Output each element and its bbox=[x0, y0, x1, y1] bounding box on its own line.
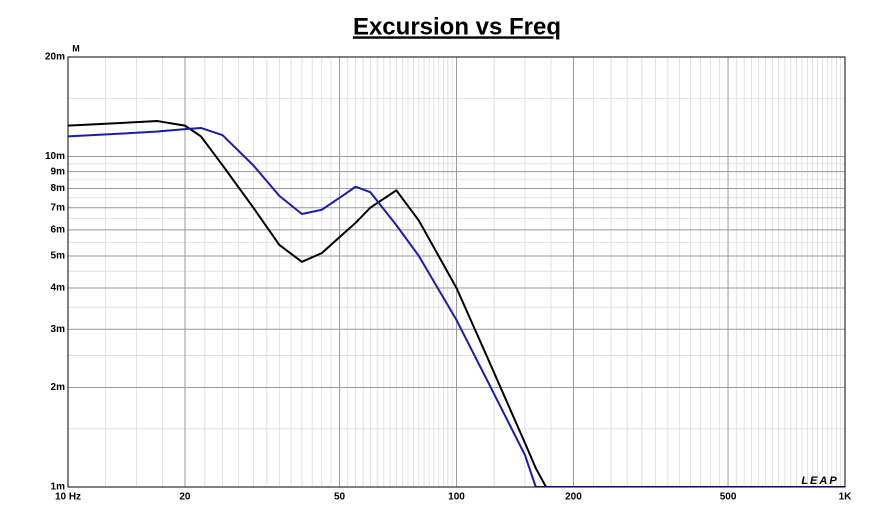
y-tick-label: 1m bbox=[51, 482, 66, 493]
x-tick-label: 10 Hz bbox=[55, 492, 81, 503]
y-tick-label: 20m bbox=[45, 52, 65, 63]
y-tick-label: 8m bbox=[51, 183, 66, 194]
y-axis-unit: M bbox=[72, 43, 80, 53]
plot-frame bbox=[67, 56, 846, 488]
y-tick-label: 7m bbox=[51, 202, 66, 213]
series-line bbox=[68, 120, 845, 487]
y-tick-label: 6m bbox=[51, 224, 66, 235]
plot-area bbox=[68, 120, 845, 487]
x-tick-label: 1K bbox=[839, 492, 853, 503]
y-tick-label: 2m bbox=[51, 382, 66, 393]
y-tick-label: 4m bbox=[51, 283, 66, 294]
grid bbox=[67, 56, 846, 488]
y-tick-label: 10m bbox=[45, 151, 65, 162]
x-tick-label: 100 bbox=[448, 492, 465, 503]
x-tick-label: 200 bbox=[565, 492, 582, 503]
series-line bbox=[68, 126, 845, 487]
y-tick-label: 9m bbox=[51, 166, 66, 177]
y-tick-label: 5m bbox=[51, 251, 66, 262]
y-tick-label: 3m bbox=[51, 324, 66, 335]
x-tick-label: 20 bbox=[179, 492, 191, 503]
x-tick-label: 50 bbox=[334, 492, 346, 503]
chart-title: Excursion vs Freq bbox=[353, 13, 561, 40]
logo: LEAP bbox=[801, 475, 838, 487]
x-tick-label: 500 bbox=[720, 492, 737, 503]
